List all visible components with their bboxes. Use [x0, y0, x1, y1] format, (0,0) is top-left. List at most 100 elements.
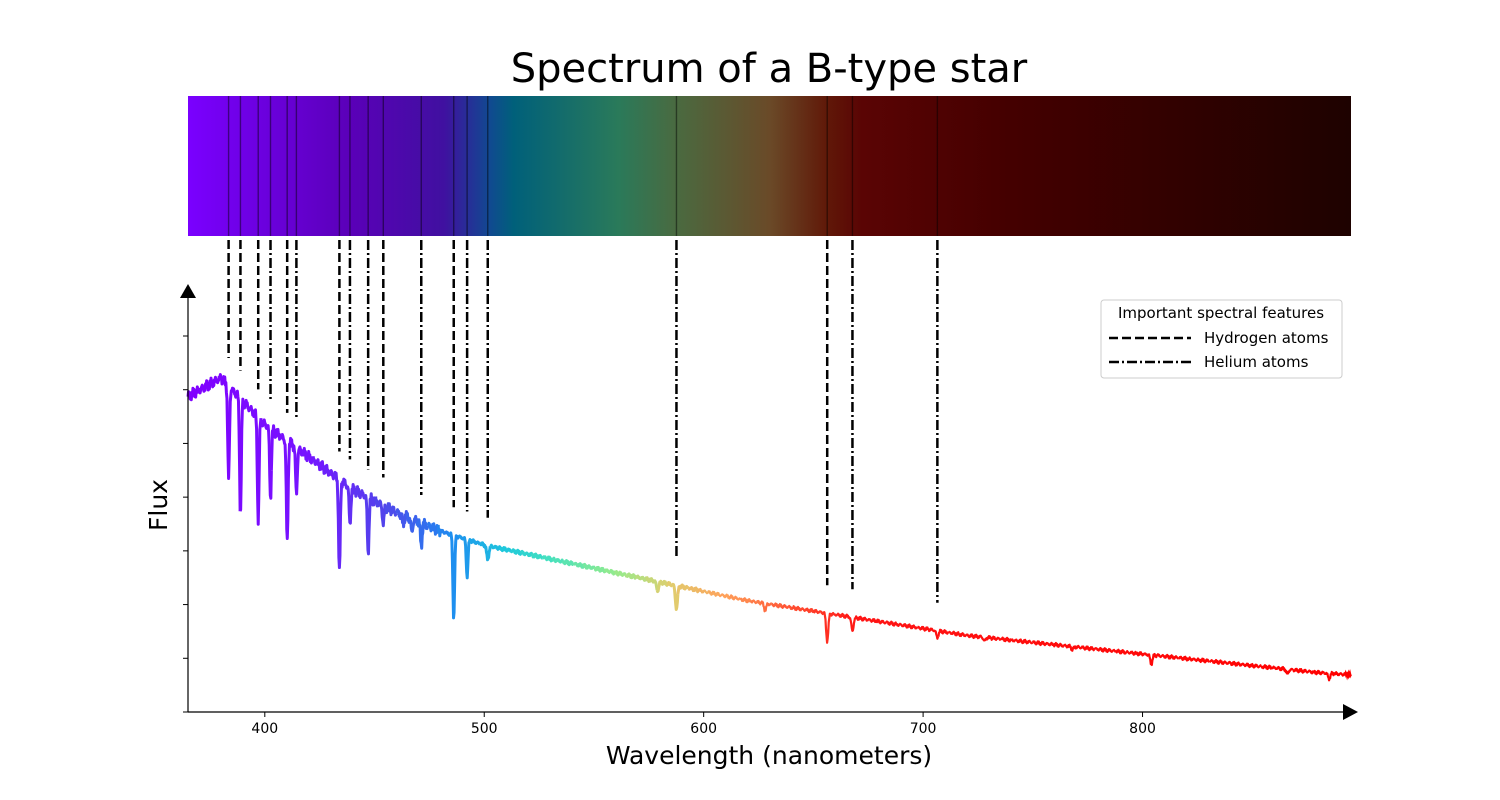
spectrum-segment — [1208, 658, 1221, 665]
spectrum-segment — [301, 446, 315, 465]
spectrum-segment — [217, 373, 232, 480]
spectrum-segment — [1104, 647, 1117, 654]
spectrum-segment — [958, 632, 971, 639]
x-tick-label: 800 — [1129, 721, 1156, 737]
spectrum-segment — [687, 586, 701, 594]
spectrum-segment — [520, 549, 534, 558]
spectrum-segment — [478, 541, 492, 562]
spectrum-segment — [1020, 638, 1034, 645]
spectrum-segment — [1135, 651, 1148, 657]
spectrum-segment — [708, 590, 721, 597]
spectrum-segment — [822, 611, 835, 644]
spectrum-segment — [1093, 646, 1107, 653]
spectrum-segment — [906, 623, 919, 630]
spectral-feature-markers — [227, 240, 939, 603]
spectrum-segment — [1125, 650, 1138, 656]
spectrum-segment — [864, 617, 877, 624]
x-tick-label: 400 — [251, 721, 278, 737]
x-tick-label: 700 — [910, 721, 937, 737]
spectrum-segment — [1323, 670, 1336, 682]
spectrum-segment — [1270, 665, 1284, 672]
spectrum-segment — [833, 612, 846, 619]
spectrum-segment — [937, 628, 950, 637]
spectrum-segment — [676, 583, 690, 595]
spectrum-segment — [728, 594, 742, 601]
spectrum-segment — [624, 572, 638, 580]
spectrum-segment — [1114, 648, 1128, 655]
spectrum-segment — [457, 534, 471, 580]
spectrum-segment — [1292, 667, 1305, 674]
spectrum-segment — [718, 593, 732, 600]
spectrum-segment — [812, 608, 825, 616]
spectrum-segment — [1260, 664, 1274, 671]
spectrum-segment — [1229, 660, 1242, 667]
spectrum-segment — [593, 565, 607, 574]
spectrum-segment — [885, 620, 898, 627]
legend-hydrogen-label: Hydrogen atoms — [1204, 329, 1329, 347]
spectrum-segment — [384, 502, 398, 517]
x-tick-label: 500 — [471, 721, 498, 737]
spectrum-segment — [322, 463, 336, 481]
spectrum-segment — [968, 633, 981, 640]
spectrum-segment — [1031, 640, 1044, 647]
spectrum-segment — [655, 579, 669, 594]
spectrum-segment — [551, 556, 565, 564]
spectrum-strip — [188, 96, 1351, 236]
spectrum-segment — [280, 433, 294, 540]
y-axis-arrow — [180, 284, 196, 298]
spectrum-segment — [1250, 662, 1263, 669]
spectrum-segment — [363, 492, 378, 556]
spectrum-segment — [634, 574, 649, 582]
spectrum-segment — [489, 543, 503, 551]
legend-helium-label: Helium atoms — [1204, 353, 1309, 371]
spectrum-segment — [332, 470, 346, 570]
x-axis-label: Wavelength (nanometers) — [606, 741, 932, 770]
spectrum-segment — [749, 599, 763, 606]
spectrum-segment — [603, 568, 617, 576]
spectrum-segment — [771, 602, 784, 609]
spectrum-segment — [999, 636, 1013, 643]
spectrum-segment — [802, 607, 815, 614]
spectrum-segment — [1010, 638, 1023, 644]
spectrum-segment — [1302, 668, 1315, 675]
spectrum-segment — [269, 424, 283, 471]
strip-absorption-lines — [227, 96, 939, 236]
spectrum-segment — [1041, 641, 1055, 647]
spectrum-segment — [1052, 641, 1065, 648]
spectrum-segment — [572, 561, 586, 569]
spectrum-segment — [238, 397, 252, 512]
spectrum-segment — [781, 604, 794, 611]
x-axis-arrow — [1343, 704, 1358, 720]
spectrum-segment — [948, 630, 961, 637]
spectrum-segment — [1333, 671, 1346, 677]
spectrum-segment — [405, 511, 419, 533]
spectrum-segment — [613, 570, 627, 577]
spectrum-segment — [1343, 668, 1352, 681]
spectrum-segment — [186, 385, 200, 402]
spectrum-segment — [196, 379, 211, 395]
spectrum-segment — [342, 478, 357, 525]
spectrum-segment — [582, 562, 596, 570]
spectrum-segment — [1187, 656, 1200, 663]
spectrum-segment — [353, 485, 367, 500]
spectrum-segment — [1083, 645, 1096, 652]
spectrum-segment — [541, 555, 555, 563]
spectrum-segment — [874, 618, 887, 625]
spectrum-segment — [447, 531, 460, 620]
spectrum-segment — [259, 418, 273, 500]
spectrum-segment — [436, 524, 450, 538]
spectrum-series — [186, 373, 1352, 682]
legend: Important spectral features Hydrogen ato… — [1100, 299, 1343, 379]
spectrum-segment — [290, 443, 305, 496]
spectrum-segment — [979, 634, 992, 642]
spectrum-segment — [645, 576, 659, 591]
spectrum-segment — [415, 517, 430, 550]
spectrum-segment — [917, 625, 930, 632]
spectrum-segment — [989, 635, 1002, 642]
legend-title: Important spectral features — [1118, 304, 1324, 322]
spectrum-segment — [530, 552, 544, 560]
spectrum-segment — [1218, 659, 1232, 666]
spectrum-segment — [1312, 669, 1326, 676]
legend-box — [1100, 299, 1343, 379]
